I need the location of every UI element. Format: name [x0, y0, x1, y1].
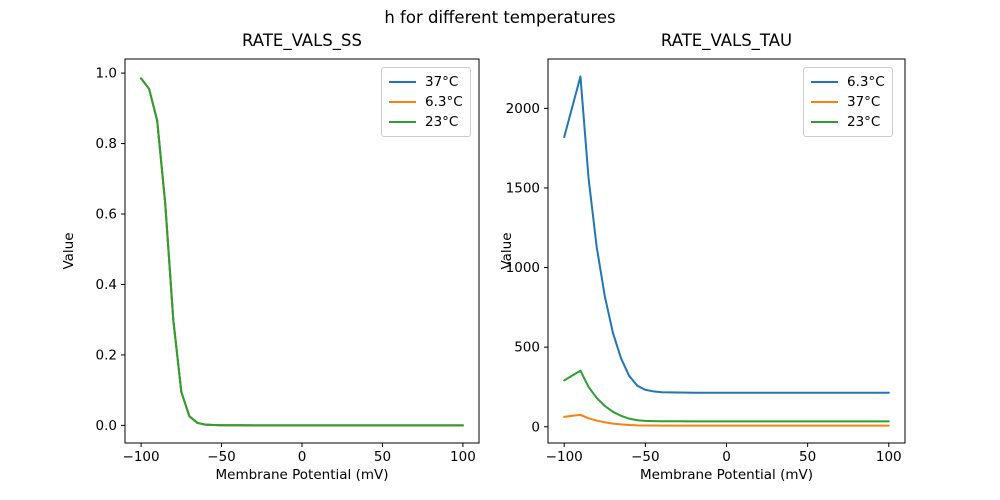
- x-tick-label: −100: [546, 449, 583, 465]
- y-tick-label: 1.0: [96, 66, 117, 82]
- left-y-axis-label: Value: [61, 232, 77, 270]
- x-tick-label: 50: [799, 449, 816, 465]
- legend-line-swatch: [389, 121, 416, 123]
- y-tick-label: 1500: [506, 180, 540, 196]
- x-tick-label: 0: [298, 449, 307, 465]
- legend-label: 23°C: [425, 114, 459, 130]
- legend-line-swatch: [389, 81, 416, 83]
- left-x-axis-label: Membrane Potential (mV): [215, 467, 389, 483]
- y-tick-label: 0.0: [96, 418, 117, 434]
- x-tick-label: −100: [123, 449, 160, 465]
- series-line-23°C: [563, 369, 890, 423]
- left-plot-legend: 37°C 6.3°C 23°C: [381, 67, 471, 137]
- y-tick-label: 500: [514, 340, 540, 356]
- legend-line-swatch: [811, 121, 838, 123]
- x-tick-label: −50: [631, 449, 660, 465]
- legend-item: 23°C: [811, 112, 885, 132]
- y-tick-label: 0.2: [96, 347, 117, 363]
- axes-frame: [547, 58, 906, 444]
- series-line-23°C: [140, 77, 464, 427]
- y-tick-label: 0.4: [96, 277, 117, 293]
- x-tick-label: 50: [374, 449, 391, 465]
- legend-label: 6.3°C: [425, 94, 463, 110]
- y-tick-label: 1000: [506, 260, 540, 276]
- legend-line-swatch: [389, 101, 416, 103]
- y-tick-label: 2000: [506, 101, 540, 117]
- legend-item: 6.3°C: [389, 92, 463, 112]
- legend-line-swatch: [811, 81, 838, 83]
- y-tick-label: 0.8: [96, 136, 117, 152]
- legend-item: 6.3°C: [811, 72, 885, 92]
- legend-item: 37°C: [389, 72, 463, 92]
- series-line-37°C: [563, 413, 890, 427]
- series-line-6.3°C: [563, 75, 890, 394]
- right-x-axis-label: Membrane Potential (mV): [639, 467, 813, 483]
- right-y-axis-label: Value: [499, 232, 515, 270]
- legend-item: 23°C: [389, 112, 463, 132]
- legend-line-swatch: [811, 101, 838, 103]
- legend-label: 23°C: [847, 114, 881, 130]
- figure-suptitle: h for different temperatures: [384, 8, 616, 27]
- x-tick-label: 0: [722, 449, 731, 465]
- y-tick-label: 0.6: [96, 207, 117, 223]
- legend-label: 6.3°C: [847, 74, 885, 90]
- axes-frame: [124, 58, 480, 444]
- x-tick-label: 100: [876, 449, 902, 465]
- legend-label: 37°C: [425, 74, 459, 90]
- left-plot-title: RATE_VALS_SS: [242, 31, 362, 50]
- y-tick-label: 0: [531, 419, 540, 435]
- right-plot-legend: 6.3°C 37°C 23°C: [803, 67, 893, 137]
- legend-label: 37°C: [847, 94, 881, 110]
- legend-item: 37°C: [811, 92, 885, 112]
- x-tick-label: −50: [207, 449, 236, 465]
- x-tick-label: 100: [450, 449, 476, 465]
- right-plot-title: RATE_VALS_TAU: [660, 31, 793, 50]
